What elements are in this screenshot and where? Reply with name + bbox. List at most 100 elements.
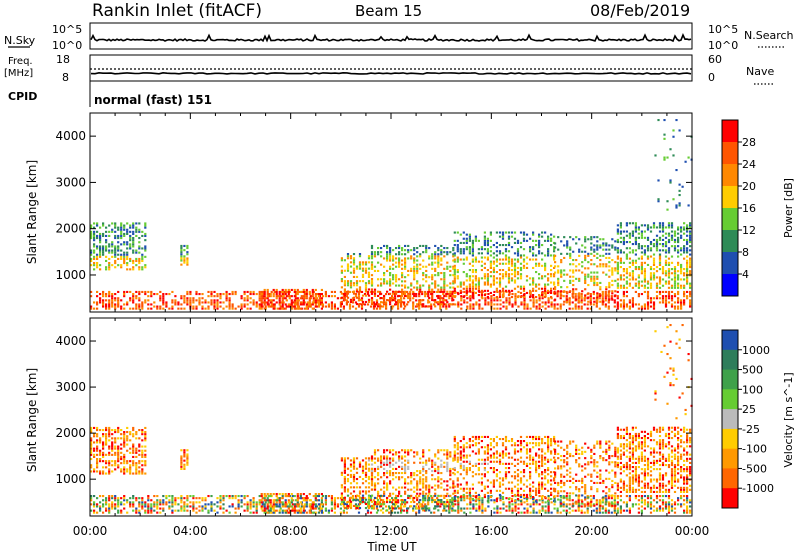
heatmap-cell (680, 249, 683, 252)
heatmap-cell (532, 266, 535, 269)
heatmap-cell (557, 269, 560, 272)
heatmap-cell (330, 295, 333, 298)
heatmap-cell (434, 255, 437, 258)
heatmap-cell (607, 293, 610, 296)
heatmap-cell (683, 251, 686, 254)
heatmap-cell (102, 455, 105, 458)
heatmap-cell (498, 289, 502, 292)
heatmap-cell (364, 282, 368, 285)
heatmap-cell (480, 252, 483, 255)
heatmap-cell (117, 464, 120, 467)
heatmap-cell (386, 280, 389, 283)
heatmap-cell (477, 287, 480, 290)
heatmap-cell (290, 295, 293, 298)
heatmap-cell (90, 253, 93, 256)
heatmap-cell (418, 507, 421, 510)
heatmap-cell (664, 295, 668, 298)
heatmap-cell (102, 453, 105, 456)
heatmap-cell (349, 486, 353, 489)
heatmap-cell (99, 249, 102, 252)
heatmap-cell (144, 301, 147, 304)
heatmap-cell (90, 451, 93, 454)
heatmap-cell (346, 255, 350, 258)
heatmap-cell (449, 269, 452, 272)
heatmap-cell (460, 307, 463, 310)
heatmap-cell (677, 301, 680, 304)
heatmap-cell (538, 264, 541, 267)
heatmap-cell (616, 497, 619, 500)
heatmap-cell (150, 511, 153, 514)
heatmap-cell (346, 267, 350, 270)
heatmap-cell (207, 290, 210, 293)
heatmap-cell (342, 509, 345, 512)
heatmap-cell (144, 226, 147, 229)
heatmap-cell (566, 273, 569, 276)
heatmap-cell (231, 497, 234, 500)
heatmap-cell (498, 250, 502, 253)
heatmap-cell (412, 507, 415, 510)
heatmap-cell (398, 251, 401, 254)
heatmap-cell (449, 292, 452, 295)
heatmap-cell (664, 243, 668, 246)
heatmap-cell (596, 284, 599, 287)
heatmap-cell (616, 268, 619, 271)
heatmap-cell (309, 295, 312, 298)
heatmap-cell (686, 280, 689, 283)
heatmap-cell (114, 247, 117, 250)
heatmap-cell (293, 507, 296, 510)
heatmap-cell (358, 492, 362, 495)
heatmap-cell (93, 511, 96, 514)
heatmap-cell (308, 511, 311, 514)
heatmap-cell (658, 224, 662, 227)
heatmap-cell (544, 509, 547, 512)
heatmap-cell (380, 488, 383, 491)
heatmap-cell (105, 305, 108, 308)
heatmap-cell (263, 511, 266, 514)
heatmap-cell (111, 437, 114, 440)
heatmap-cell (572, 284, 575, 287)
heatmap-cell (616, 228, 619, 231)
heatmap-cell (90, 453, 93, 456)
heatmap-cell (465, 273, 468, 276)
heatmap-cell (120, 509, 123, 512)
heatmap-cell (355, 280, 359, 283)
heatmap-cell (547, 250, 550, 253)
heatmap-cell (605, 265, 608, 268)
heatmap-cell (117, 305, 120, 308)
heatmap-cell (495, 289, 498, 292)
heatmap-cell (625, 247, 628, 250)
heatmap-cell (345, 503, 348, 506)
heatmap-cell (99, 232, 102, 235)
heatmap-cell (666, 200, 669, 203)
heatmap-cell (90, 290, 93, 293)
heatmap-cell (138, 509, 141, 512)
heatmap-cell (514, 299, 517, 302)
heatmap-cell (625, 495, 628, 498)
heatmap-cell (468, 269, 471, 272)
heatmap-cell (616, 238, 619, 241)
heatmap-cell (96, 303, 99, 306)
heatmap-cell (398, 261, 401, 264)
heatmap-cell (108, 290, 111, 293)
heatmap-cell (413, 276, 416, 279)
heatmap-cell (510, 260, 514, 263)
heatmap-cell (138, 470, 141, 473)
heatmap-cell (661, 222, 665, 225)
heatmap-cell (446, 292, 449, 295)
heatmap-cell (547, 511, 550, 514)
heatmap-cell (305, 499, 308, 502)
heatmap-cell (589, 295, 592, 298)
heatmap-cell (683, 245, 686, 248)
heatmap-cell (493, 303, 496, 306)
heatmap-cell (583, 303, 586, 306)
heatmap-cell (589, 299, 592, 302)
heatmap-cell (550, 244, 553, 247)
heatmap-cell (614, 279, 617, 282)
heatmap-cell (129, 234, 132, 237)
heatmap-cell (186, 503, 189, 506)
heatmap-cell (287, 305, 290, 308)
heatmap-cell (631, 261, 634, 264)
heatmap-cell (260, 305, 263, 308)
heatmap-cell (355, 471, 359, 474)
heatmap-cell (661, 234, 665, 237)
